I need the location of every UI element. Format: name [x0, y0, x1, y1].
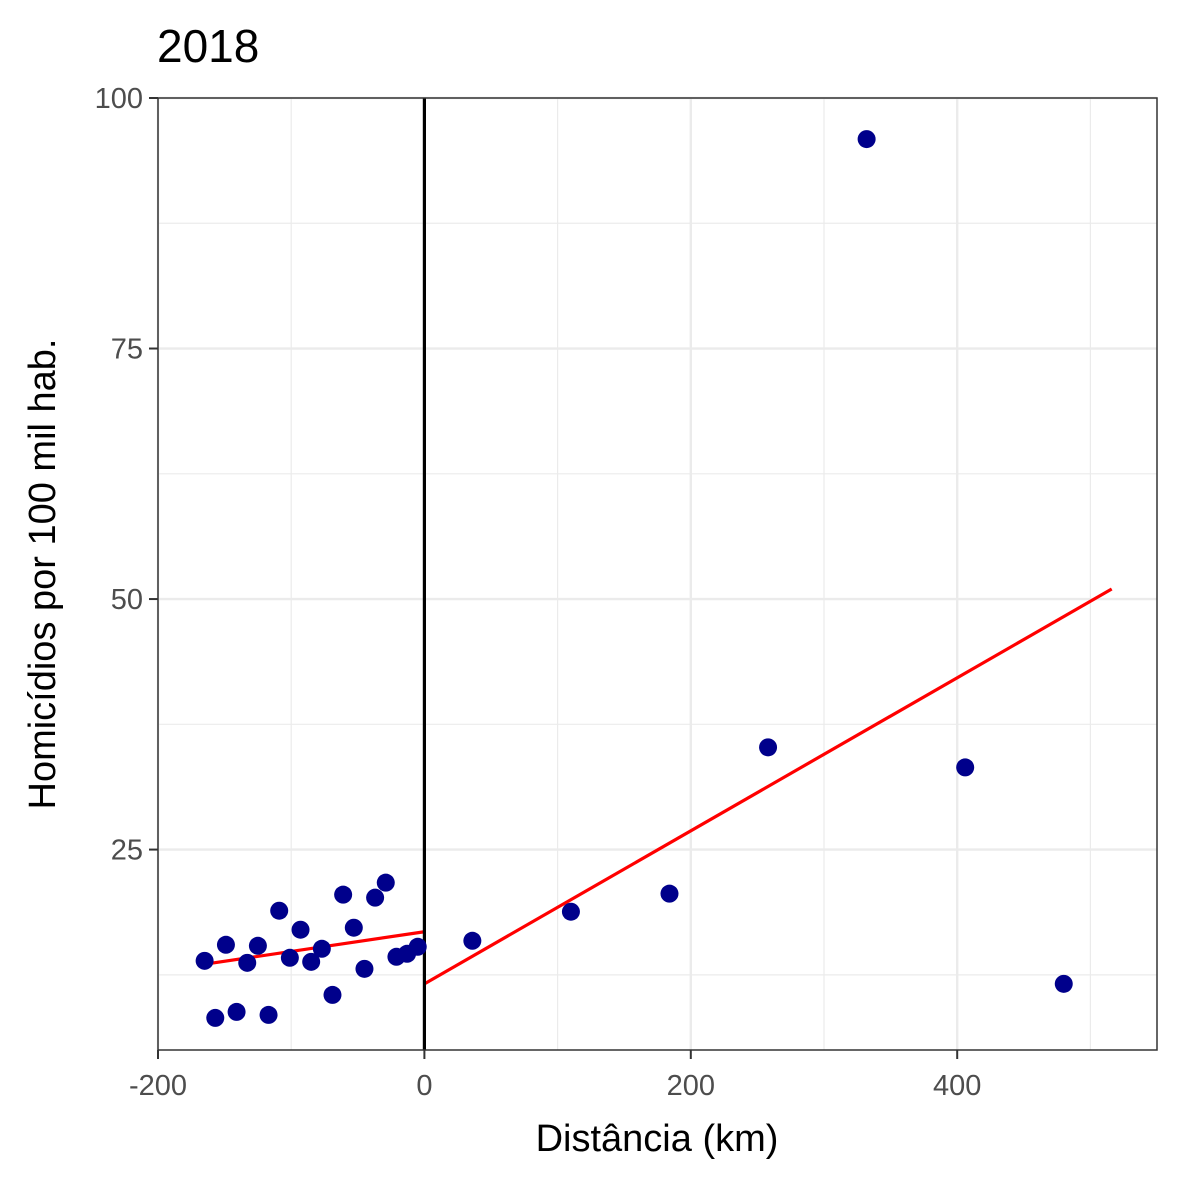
y-axis-ticks: 25 50 75 100: [95, 83, 158, 867]
data-point: [206, 1008, 225, 1027]
data-point: [259, 1005, 278, 1024]
panel-border: [157, 97, 1158, 1051]
data-point: [857, 130, 876, 149]
major-gridlines: [156, 96, 1157, 1050]
y-tick-label: 75: [111, 334, 143, 366]
data-point: [759, 738, 778, 757]
data-point: [216, 935, 235, 954]
y-tick-label: 50: [111, 584, 143, 616]
x-tick-label: -200: [129, 1070, 187, 1102]
data-point: [248, 936, 267, 955]
data-point: [956, 758, 975, 777]
data-point: [1054, 974, 1073, 993]
data-point: [376, 873, 395, 892]
data-point: [302, 952, 321, 971]
data-point: [366, 888, 385, 907]
fit-line-right: [423, 587, 1113, 986]
chart-title: 2018: [157, 20, 259, 72]
fit-lines: [200, 587, 1113, 986]
data-point: [312, 939, 331, 958]
data-point: [334, 885, 353, 904]
y-axis-title: Homicídios por 100 mil hab.: [22, 339, 64, 810]
data-point: [344, 918, 363, 937]
x-axis-ticks: -200 0 200 400: [129, 1050, 981, 1102]
x-tick-label: 0: [416, 1070, 432, 1102]
data-point: [323, 985, 342, 1004]
data-point: [238, 953, 257, 972]
minor-gridlines: [158, 98, 1157, 1050]
x-tick-label: 200: [667, 1070, 715, 1102]
data-point: [195, 951, 214, 970]
data-point: [463, 931, 482, 950]
data-point: [280, 948, 299, 967]
fit-line-left: [200, 930, 425, 967]
y-tick-label: 25: [111, 835, 143, 867]
data-point: [227, 1002, 246, 1021]
x-tick-label: 400: [933, 1070, 981, 1102]
data-point: [270, 901, 289, 920]
data-point: [561, 902, 580, 921]
data-point: [291, 920, 310, 939]
y-tick-label: 100: [95, 83, 143, 115]
data-points: [195, 130, 1073, 1027]
x-axis-title: Distância (km): [536, 1118, 779, 1160]
data-point: [408, 937, 427, 956]
data-point: [660, 884, 679, 903]
data-point: [355, 959, 374, 978]
